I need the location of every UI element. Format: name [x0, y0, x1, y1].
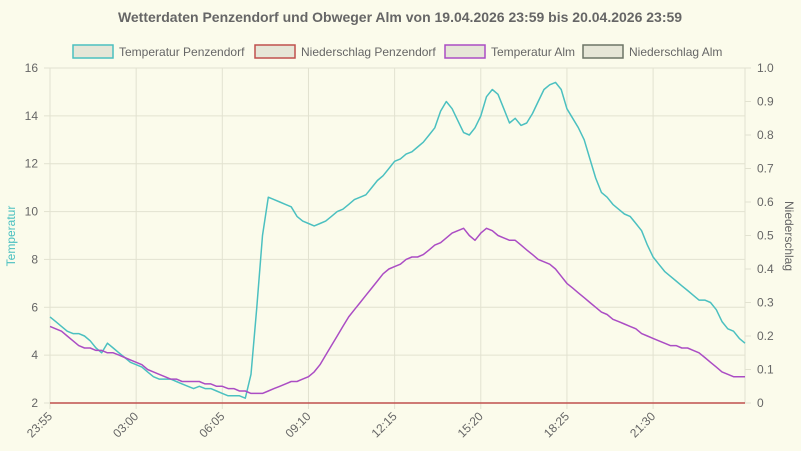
legend-swatch	[582, 44, 624, 59]
y2-tick-label: 0.2	[757, 329, 774, 343]
y2-tick-label: 0	[757, 396, 764, 410]
y-tick-label: 14	[25, 109, 39, 123]
y-tick-label: 6	[31, 300, 38, 314]
y2-tick-label: 0.4	[757, 262, 774, 276]
y-tick-label: 8	[31, 252, 38, 266]
legend-item-1: Niederschlag Penzendorf	[254, 44, 436, 59]
legend-item-3: Niederschlag Alm	[582, 44, 722, 59]
x-tick-label: 23:55	[24, 409, 55, 440]
x-tick-label: 12:15	[369, 409, 400, 440]
y2-tick-label: 0.3	[757, 296, 774, 310]
y2-tick-label: 0.7	[757, 162, 774, 176]
legend-item-2: Temperatur Alm	[444, 44, 575, 59]
x-tick-label: 15:20	[455, 409, 486, 440]
y2-tick-label: 0.8	[757, 128, 774, 142]
y-axis-right-ticks: 0 0.1 0.2 0.3 0.4 0.5 0.6 0.7 0.8 0.9 1.0	[757, 61, 774, 410]
x-tick-label: 09:10	[282, 409, 313, 440]
legend-label: Niederschlag Penzendorf	[301, 45, 436, 59]
y2-tick-label: 0.1	[757, 363, 774, 377]
x-axis-ticks: 23:55 03:00 06:05 09:10 12:15 15:20 18:25 21:30	[24, 409, 658, 440]
series-lines	[49, 81, 746, 404]
y2-tick-label: 0.6	[757, 195, 774, 209]
y2-tick-label: 0.9	[757, 95, 774, 109]
legend-label: Temperatur Penzendorf	[119, 45, 245, 59]
chart-title: Wetterdaten Penzendorf und Obweger Alm v…	[118, 9, 682, 25]
legend-item-0: Temperatur Penzendorf	[72, 44, 245, 59]
y-tick-label: 2	[31, 396, 38, 410]
y-tick-label: 4	[31, 348, 38, 362]
x-tick-label: 06:05	[196, 409, 227, 440]
y-axis-right-title: Niederschlag	[782, 201, 796, 271]
legend-swatch	[72, 44, 114, 59]
legend-label: Niederschlag Alm	[629, 45, 722, 59]
y2-tick-label: 0.5	[757, 229, 774, 243]
y-tick-label: 16	[25, 61, 39, 75]
y2-tick-label: 1.0	[757, 61, 774, 75]
x-tick-label: 03:00	[110, 409, 141, 440]
grid	[44, 67, 751, 409]
y-tick-label: 12	[25, 157, 39, 171]
series-line-0	[49, 81, 746, 399]
series-line-2	[49, 227, 745, 395]
x-tick-label: 18:25	[541, 409, 572, 440]
legend-swatch	[444, 44, 486, 59]
legend-swatch	[254, 44, 296, 59]
legend-label: Temperatur Alm	[491, 45, 575, 59]
y-axis-left-ticks: 2 4 6 8 10 12 14 16	[25, 61, 39, 410]
x-tick-label: 21:30	[627, 409, 658, 440]
y-axis-left-title: Temperatur	[4, 206, 18, 267]
legend: Temperatur Penzendorf Niederschlag Penzen…	[72, 44, 722, 59]
y-tick-label: 10	[25, 205, 39, 219]
